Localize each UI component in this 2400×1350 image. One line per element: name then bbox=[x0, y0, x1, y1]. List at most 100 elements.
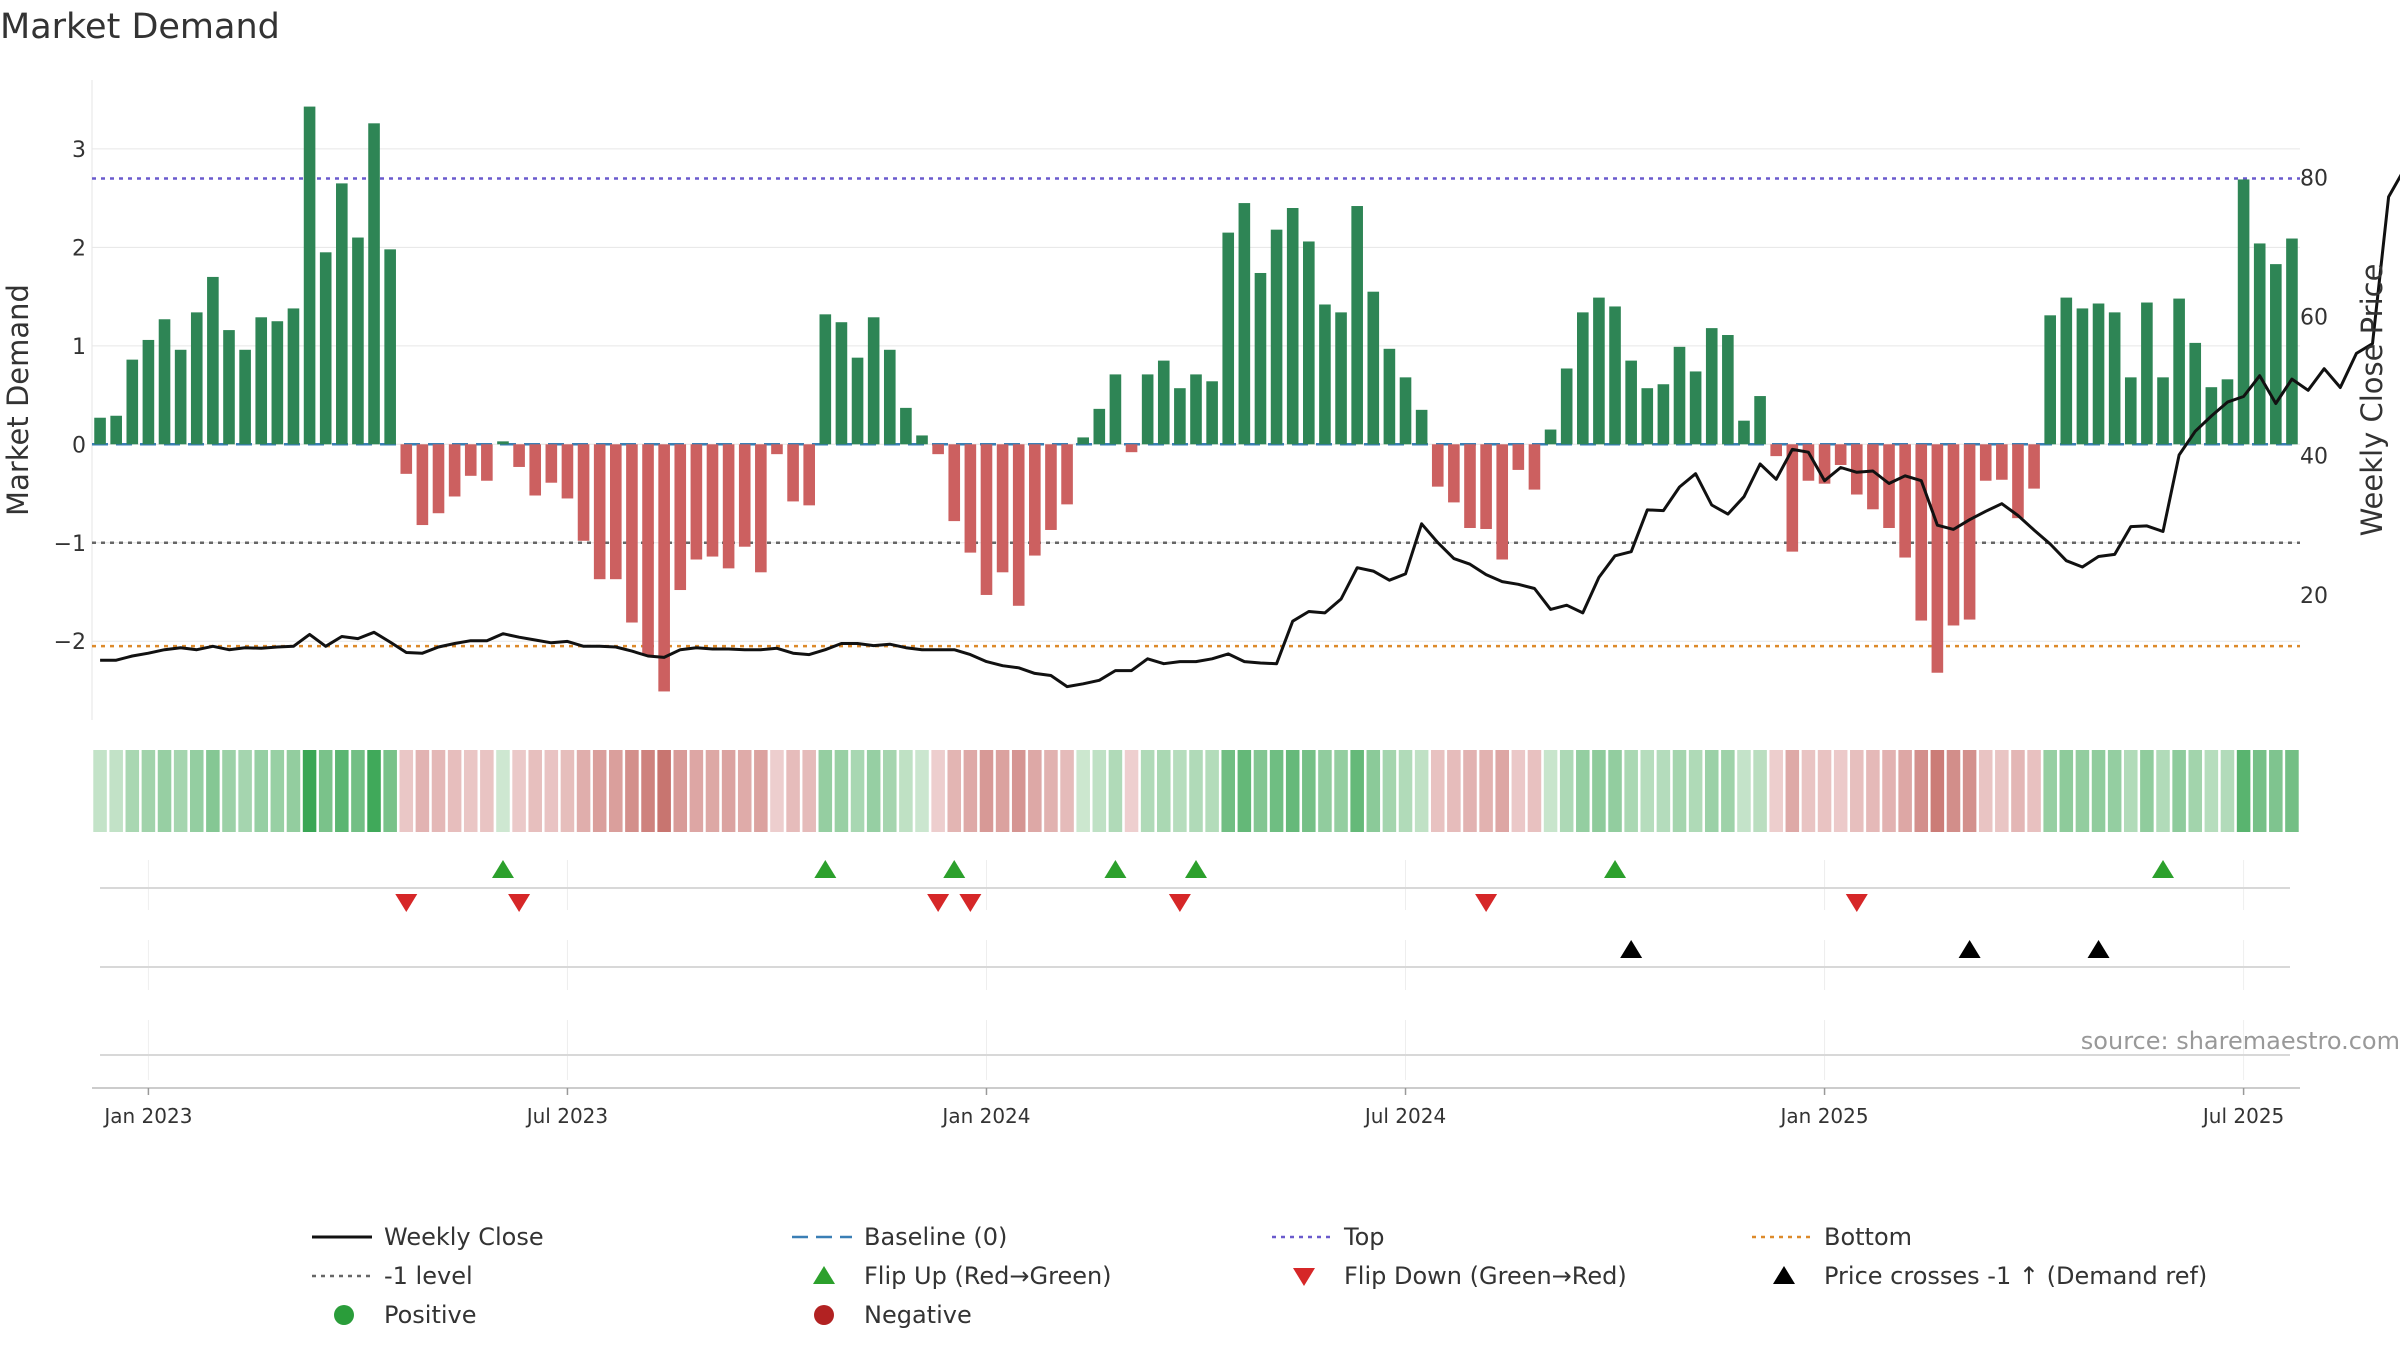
heat-cell bbox=[576, 750, 591, 832]
demand-bar bbox=[1303, 241, 1315, 445]
heat-cell bbox=[1092, 750, 1107, 832]
heat-cell bbox=[850, 750, 865, 832]
y-axis-label: Market Demand bbox=[1, 284, 35, 516]
heat-cell bbox=[1173, 750, 1187, 832]
demand-bar bbox=[481, 444, 493, 481]
heat-cell bbox=[1156, 750, 1171, 832]
demand-bar bbox=[2076, 308, 2089, 445]
demand-bar bbox=[1560, 368, 1573, 445]
empty-panel bbox=[92, 1020, 2300, 1089]
demand-bar bbox=[1963, 444, 1976, 620]
x-tick-label: Jan 2023 bbox=[102, 1104, 192, 1128]
heat-cell bbox=[657, 750, 671, 832]
y2-axis-ticks: 20 40 60 80 bbox=[2300, 166, 2328, 608]
demand-bar bbox=[561, 444, 574, 499]
y2-tick-label: 80 bbox=[2300, 166, 2328, 191]
demand-bar bbox=[755, 444, 767, 573]
legend-item-flip_up: Flip Up (Red→Green) bbox=[813, 1262, 1112, 1290]
heat-cell bbox=[754, 750, 768, 832]
flip-down-marker bbox=[927, 894, 950, 912]
flip-up-marker bbox=[814, 860, 837, 878]
legend-swatch bbox=[1293, 1268, 1315, 1286]
x-tick-label: Jan 2024 bbox=[940, 1104, 1030, 1128]
heat-cell bbox=[1253, 750, 1268, 832]
x-axis-ticks: Jan 2023 Jul 2023 Jan 2024 Jul 2024 Jan 2025… bbox=[102, 1088, 2284, 1128]
demand-bar bbox=[1431, 444, 1444, 487]
heat-cell bbox=[2156, 750, 2170, 832]
demand-bar bbox=[207, 276, 219, 445]
demand-bar bbox=[1480, 444, 1492, 529]
heat-cell bbox=[1398, 750, 1413, 832]
legend-label: -1 level bbox=[384, 1262, 473, 1290]
demand-bar bbox=[771, 444, 783, 455]
demand-bar bbox=[158, 319, 171, 445]
demand-bar bbox=[223, 330, 235, 445]
demand-bar bbox=[1415, 409, 1428, 445]
heat-cell bbox=[2043, 750, 2057, 832]
heat-cell bbox=[625, 750, 639, 832]
demand-bar bbox=[545, 444, 558, 483]
heat-cell bbox=[2140, 750, 2154, 832]
heat-cell bbox=[318, 750, 333, 832]
demand-bar bbox=[1722, 335, 1734, 445]
heat-cell bbox=[1463, 750, 1477, 832]
heat-cell bbox=[1124, 750, 1139, 832]
heat-cell bbox=[1704, 750, 1719, 832]
heat-cell bbox=[592, 750, 607, 832]
weekly-close-line bbox=[100, 173, 2400, 689]
heat-cell bbox=[238, 750, 252, 832]
legend-label: Price crosses -1 ↑ (Demand ref) bbox=[1824, 1262, 2207, 1290]
demand-bar bbox=[1496, 444, 1509, 560]
demand-bar bbox=[1367, 291, 1380, 445]
demand-bar bbox=[996, 444, 1009, 573]
heat-cell bbox=[802, 750, 816, 832]
heat-cell bbox=[1205, 750, 1219, 832]
y-tick-label: −1 bbox=[54, 532, 86, 557]
heat-cell bbox=[979, 750, 994, 832]
demand-bar bbox=[400, 444, 413, 474]
demand-bar bbox=[110, 415, 122, 445]
heat-cell bbox=[254, 750, 268, 832]
heat-cell bbox=[2269, 750, 2283, 832]
heat-cell bbox=[447, 750, 462, 832]
demand-bar bbox=[1899, 444, 1911, 558]
demand-bar bbox=[1867, 444, 1879, 510]
legend-item-flip_down: Flip Down (Green→Red) bbox=[1293, 1262, 1627, 1290]
demand-bar bbox=[368, 123, 380, 445]
demand-bar bbox=[352, 237, 364, 445]
demand-bar bbox=[1689, 371, 1702, 445]
heat-cell bbox=[496, 750, 510, 832]
demand-bar bbox=[658, 444, 670, 692]
x-tick-label: Jul 2023 bbox=[525, 1104, 608, 1128]
demand-bar bbox=[738, 444, 751, 547]
demand-bar bbox=[1979, 444, 1992, 481]
demand-bar bbox=[239, 349, 251, 445]
demand-bar bbox=[1947, 444, 1960, 626]
heat-cell bbox=[737, 750, 752, 832]
demand-bar bbox=[336, 183, 348, 445]
source-note: source: sharemaestro.com bbox=[2081, 1027, 2400, 1055]
demand-bar bbox=[1915, 444, 1928, 621]
demand-bar bbox=[577, 444, 590, 541]
demand-bar bbox=[1109, 374, 1122, 445]
price-cross-marker bbox=[1958, 940, 1981, 958]
price-cross-marker bbox=[1620, 940, 1643, 958]
demand-bars bbox=[94, 106, 2298, 692]
demand-bar bbox=[2124, 377, 2137, 445]
heat-cell bbox=[2091, 750, 2106, 832]
heat-cell bbox=[544, 750, 559, 832]
flip-up-marker bbox=[943, 860, 966, 878]
heat-cell bbox=[1543, 750, 1558, 832]
heat-cell bbox=[528, 750, 542, 832]
demand-bar bbox=[1850, 444, 1863, 495]
heat-cell bbox=[1640, 750, 1655, 832]
demand-bar bbox=[1705, 328, 1718, 445]
heat-cell bbox=[786, 750, 800, 832]
heat-cell bbox=[1044, 750, 1058, 832]
demand-bar bbox=[1544, 429, 1557, 445]
demand-bar bbox=[706, 444, 719, 557]
heat-cell bbox=[915, 750, 929, 832]
heat-cell bbox=[1785, 750, 1800, 832]
heat-cell bbox=[1898, 750, 1912, 832]
demand-bar bbox=[1351, 206, 1363, 445]
